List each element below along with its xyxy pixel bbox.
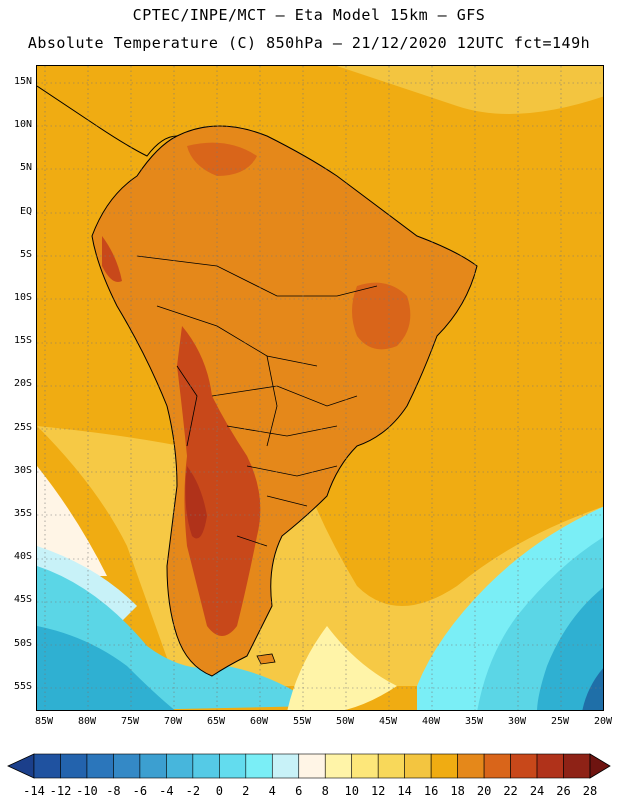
lat-label: 55S	[13, 680, 32, 692]
legend-swatch	[166, 753, 194, 779]
lat-label: 5S	[19, 248, 32, 260]
legend-swatch	[483, 753, 511, 779]
lat-label: 45S	[13, 594, 32, 606]
legend-swatch	[86, 753, 114, 779]
chart-title-line1: CPTEC/INPE/MCT – Eta Model 15km – GFS	[132, 6, 486, 24]
ocean-cool-sw-deep	[37, 626, 175, 710]
lat-label: 10N	[13, 119, 32, 131]
legend-swatch	[60, 753, 88, 779]
legend-arrow-low	[7, 753, 35, 779]
lat-label: 40S	[13, 551, 32, 563]
land-hot-north	[187, 142, 257, 176]
legend-tick-label: 8	[321, 784, 329, 798]
lon-label: 65W	[206, 716, 226, 727]
lon-label: 35W	[464, 716, 484, 727]
legend-tick-label: 14	[397, 784, 412, 798]
ocean-cool-se-deep	[582, 668, 603, 710]
legend-tick-label: 6	[295, 784, 303, 798]
lat-label: 25S	[13, 421, 32, 433]
lat-label: 15N	[13, 76, 32, 87]
ocean-yellow-south	[287, 626, 397, 710]
legend-tick-label: 26	[556, 784, 571, 798]
ocean-cream-sw	[37, 466, 107, 576]
legend-swatch	[33, 753, 61, 779]
legend-tick-label: 0	[215, 784, 223, 798]
land-hot-interior	[177, 326, 261, 636]
lon-label: 20W	[593, 716, 613, 727]
land-hot-ne	[352, 282, 411, 350]
legend-tick-label: -8	[106, 784, 121, 798]
legend-swatch	[245, 753, 273, 779]
legend-tick-label: 16	[423, 784, 439, 798]
legend-swatch	[377, 753, 405, 779]
lat-label: 10S	[13, 292, 32, 303]
legend-tick-label: 2	[242, 784, 250, 798]
lat-label: 15S	[13, 335, 32, 347]
land-hottest-core	[185, 466, 207, 539]
legend-swatch	[298, 753, 326, 779]
legend-swatch	[404, 753, 432, 779]
lon-label: 50W	[335, 716, 355, 727]
legend-tick-label: -4	[159, 784, 174, 798]
grid-lines	[37, 66, 603, 710]
lon-label: 55W	[292, 716, 312, 727]
color-legend-bar	[7, 753, 611, 779]
lon-label: 40W	[421, 716, 441, 727]
legend-tick-label: 18	[450, 784, 465, 798]
legend-swatch	[113, 753, 141, 779]
legend-swatch	[563, 753, 591, 779]
legend-swatch	[271, 753, 300, 779]
lon-label: 25W	[550, 716, 570, 727]
lon-label: 75W	[120, 716, 140, 727]
legend-tick-label: -14	[23, 784, 45, 798]
legend-tick-label: -6	[132, 784, 148, 798]
legend-tick-label: 20	[476, 784, 492, 798]
legend-tick-label: 24	[529, 784, 545, 798]
lat-label: 5N	[19, 162, 32, 174]
legend-swatch	[536, 753, 564, 779]
central-america-coast	[37, 85, 178, 157]
lat-label: 35S	[13, 508, 32, 519]
legend-swatch	[457, 753, 485, 779]
lon-label: 30W	[507, 716, 527, 727]
coastline	[91, 125, 478, 677]
legend-tick-label: -12	[49, 784, 72, 798]
lat-label: EQ	[19, 205, 32, 217]
country-borders	[136, 255, 378, 547]
temperature-map	[36, 65, 604, 711]
ocean-cool-se-mid	[537, 587, 603, 710]
map-canvas	[37, 66, 603, 710]
legend-tick-label: -2	[185, 784, 201, 798]
legend-tick-label: 28	[582, 784, 598, 798]
lon-label: 60W	[249, 716, 269, 727]
chart-title-line2: Absolute Temperature (C) 850hPa – 21/12/…	[27, 34, 591, 52]
legend-swatch	[324, 753, 353, 779]
legend-tick-label: 22	[503, 784, 518, 798]
legend-swatch	[510, 753, 538, 779]
lon-label: 45W	[378, 716, 398, 727]
lat-label: 20S	[13, 378, 32, 390]
legend-tick-label: 10	[344, 784, 359, 798]
legend-tick-label: -10	[76, 784, 98, 798]
legend-tick-label: 4	[268, 784, 276, 798]
legend-swatch	[139, 753, 167, 779]
legend-tick-label: 12	[370, 784, 386, 798]
land-hot-andes-north	[102, 236, 122, 282]
lon-label: 85W	[34, 716, 54, 727]
ocean-band-north	[337, 66, 603, 114]
lat-label: 50S	[13, 637, 32, 649]
lon-label: 70W	[163, 716, 183, 727]
legend-arrow-high	[589, 753, 611, 779]
legend-swatch	[192, 753, 220, 779]
lon-label: 80W	[77, 716, 97, 727]
falklands-islands	[256, 653, 276, 665]
lat-label: 30S	[13, 464, 32, 476]
legend-swatch	[219, 753, 247, 779]
legend-swatch	[430, 753, 458, 779]
legend-swatch	[351, 753, 379, 779]
